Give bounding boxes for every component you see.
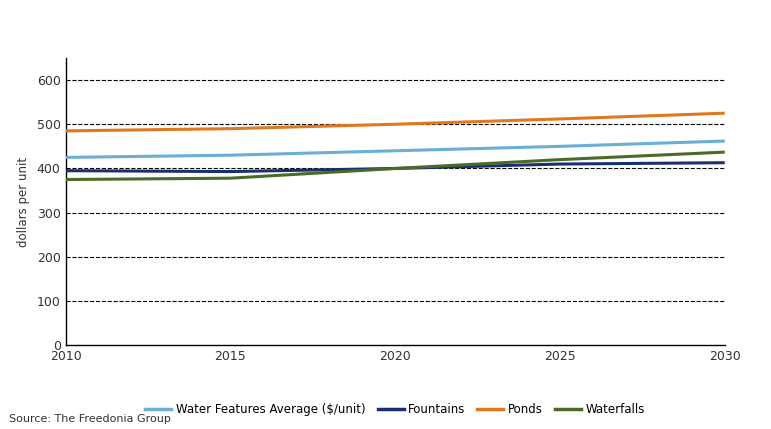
Text: ®: ® [679,50,687,56]
Text: Freedonia: Freedonia [601,60,675,73]
Y-axis label: dollars per unit: dollars per unit [17,157,30,247]
Text: Figure 3-6 | Landscaping Water Feature Pricing, 2010 – 2030 (dollars per unit): Figure 3-6 | Landscaping Water Feature P… [9,13,559,26]
Text: Source: The Freedonia Group: Source: The Freedonia Group [9,414,171,424]
Legend: Water Features Average ($/unit), Fountains, Ponds, Waterfalls: Water Features Average ($/unit), Fountai… [140,399,650,421]
